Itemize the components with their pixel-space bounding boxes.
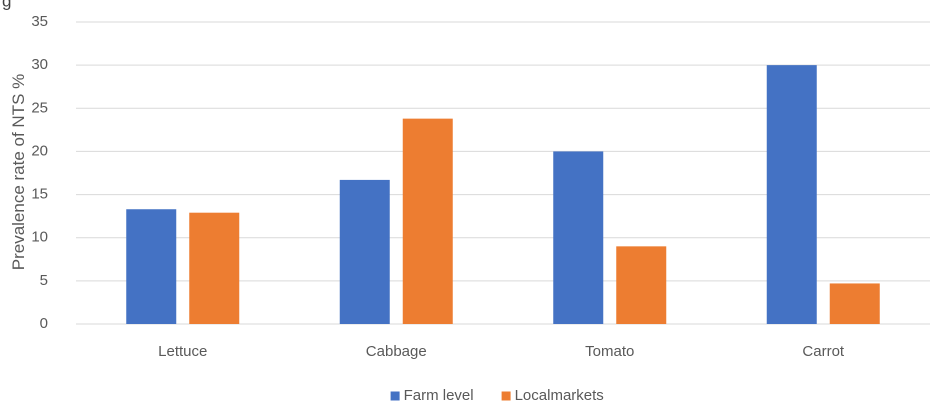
y-tick-label: 30	[31, 56, 48, 73]
bar-localmarkets-cabbage	[402, 118, 453, 324]
y-tick-label: 5	[40, 272, 48, 289]
bar-farm-level-cabbage	[339, 179, 390, 324]
y-tick-label: 15	[31, 186, 48, 203]
x-tick-label: Carrot	[802, 343, 845, 360]
legend-swatch-farm-level	[390, 391, 400, 401]
y-tick-label: 20	[31, 142, 48, 159]
bar-farm-level-lettuce	[126, 209, 177, 324]
bar-farm-level-carrot	[766, 65, 817, 325]
legend-label: Farm level	[404, 387, 474, 403]
y-tick-label: 10	[31, 229, 48, 246]
legend-label: Localmarkets	[515, 387, 604, 403]
y-tick-label: 35	[31, 13, 48, 30]
bars	[126, 65, 880, 325]
x-tick-label: Lettuce	[158, 343, 207, 360]
legend: Farm level Localmarkets	[390, 387, 604, 404]
x-axis-ticks: Lettuce Cabbage Tomato Carrot	[158, 343, 845, 360]
y-axis-label: Prevalence rate of NTS %	[9, 74, 28, 271]
x-tick-label: Cabbage	[366, 343, 427, 360]
bar-localmarkets-tomato	[616, 246, 667, 324]
bar-localmarkets-lettuce	[189, 212, 240, 324]
legend-swatch-localmarkets	[501, 391, 511, 401]
y-tick-label: 25	[31, 99, 48, 116]
y-tick-label: 0	[40, 315, 48, 332]
bar-localmarkets-carrot	[829, 283, 880, 324]
bar-farm-level-tomato	[553, 151, 604, 324]
chart-top-text: g	[2, 0, 11, 10]
y-axis-ticks: 0 5 10 15 20 25 30 35	[31, 13, 48, 332]
x-tick-label: Tomato	[585, 343, 634, 360]
